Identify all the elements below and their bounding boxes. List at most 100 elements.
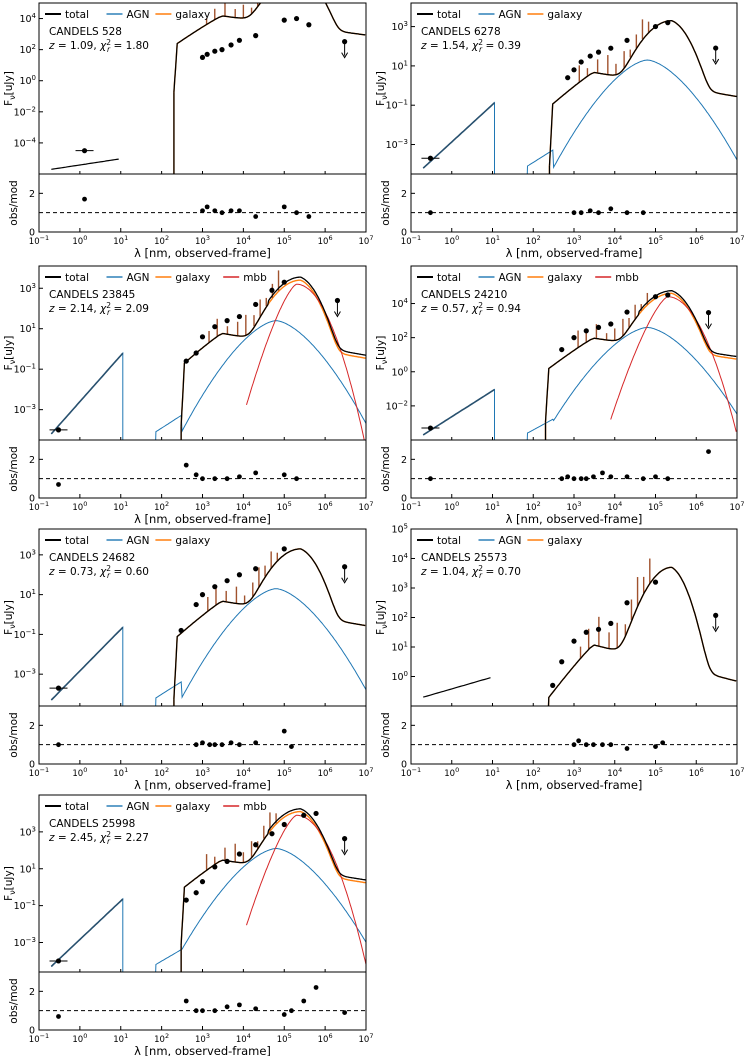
resid-point xyxy=(183,462,189,468)
resid-ylabel: obs/mod xyxy=(8,712,20,757)
resid-point xyxy=(583,742,589,748)
resid-point xyxy=(289,1008,294,1014)
resid-point xyxy=(587,208,593,214)
data-point xyxy=(193,350,199,356)
resid-ytick-label: 0 xyxy=(401,228,407,239)
xlabel: λ [nm, observed-frame] xyxy=(134,1044,271,1056)
resid-ytick-label: 2 xyxy=(401,455,407,466)
resid-ylabel: obs/mod xyxy=(380,446,392,491)
data-point xyxy=(578,59,584,65)
data-point xyxy=(342,564,348,570)
data-point xyxy=(608,620,614,627)
resid-point xyxy=(571,476,577,482)
data-point xyxy=(301,812,307,818)
resid-ytick-label: 0 xyxy=(401,494,407,505)
xtick-label: 106 xyxy=(318,766,333,779)
legend-label-AGN: AGN xyxy=(499,272,522,284)
data-point xyxy=(313,810,319,817)
legend-label-total: total xyxy=(437,535,461,547)
data-point xyxy=(55,958,62,964)
ytick-label: 103 xyxy=(19,282,36,295)
resid-point xyxy=(640,210,646,216)
resid-point xyxy=(665,476,671,482)
xtick-label: 100 xyxy=(444,500,459,513)
data-point xyxy=(212,864,218,870)
legend-label-galaxy: galaxy xyxy=(547,9,582,21)
total-curve xyxy=(173,3,366,93)
legend: total AGN galaxy mbb xyxy=(45,801,267,813)
legend-label-AGN: AGN xyxy=(127,272,150,284)
xtick-label: 100 xyxy=(444,766,459,779)
resid-ylabel: obs/mod xyxy=(8,180,20,225)
agn-curve xyxy=(422,388,495,440)
resid-ytick-label: 0 xyxy=(29,1026,35,1037)
xlabel: λ [nm, observed-frame] xyxy=(506,512,643,526)
plot-area xyxy=(423,558,737,706)
ytick-label: 10−2 xyxy=(14,105,36,118)
ytick-label: 100 xyxy=(391,670,408,683)
resid-ytick-label: 2 xyxy=(29,189,35,200)
data-point xyxy=(212,48,218,54)
panel-title: CANDELS 23845 xyxy=(49,289,135,301)
resid-area xyxy=(39,462,366,487)
data-point xyxy=(253,33,259,39)
data-point xyxy=(219,47,225,53)
legend: total AGN galaxy xyxy=(45,535,210,547)
resid-point xyxy=(706,449,711,454)
xtick-label: 107 xyxy=(359,766,374,779)
legend-label-galaxy: galaxy xyxy=(547,272,582,284)
upper-limit-arrow xyxy=(712,58,720,66)
total-curve xyxy=(544,290,737,423)
data-point xyxy=(665,20,671,26)
resid-point xyxy=(565,474,571,480)
resid-point xyxy=(600,742,605,748)
data-point xyxy=(224,858,230,864)
legend-label-galaxy: galaxy xyxy=(175,535,210,547)
data-point xyxy=(228,42,234,48)
resid-point xyxy=(428,476,433,482)
resid-frame xyxy=(38,971,367,1031)
resid-frame xyxy=(410,439,738,499)
legend-label-mbb: mbb xyxy=(243,272,267,284)
data-point xyxy=(193,890,199,896)
data-point xyxy=(587,53,593,59)
resid-point xyxy=(253,1006,259,1012)
legend-label-total: total xyxy=(65,535,89,547)
xtick-label: 107 xyxy=(730,766,745,779)
resid-point xyxy=(281,472,287,478)
data-point xyxy=(281,279,287,285)
resid-point xyxy=(200,1008,205,1014)
data-point xyxy=(281,546,287,552)
data-point xyxy=(224,318,230,324)
data-point xyxy=(559,346,565,353)
resid-point xyxy=(253,740,259,746)
ytick-label: 10−3 xyxy=(14,403,36,416)
xtick-label: 105 xyxy=(277,500,292,513)
resid-point xyxy=(212,208,218,214)
xtick-label: 100 xyxy=(72,234,87,247)
data-point xyxy=(199,879,206,885)
resid-point xyxy=(200,476,205,482)
panel-z-chi: z = 1.09, χ2 r = 1.80 xyxy=(48,38,149,54)
ytick-label: 103 xyxy=(391,20,408,33)
agn-curve xyxy=(155,588,366,706)
data-point xyxy=(652,579,659,585)
data-point xyxy=(608,45,614,51)
panel-z-chi: z = 1.04, χ2 r = 0.70 xyxy=(420,564,521,580)
panel-z-chi: z = 2.14, χ2 r = 2.09 xyxy=(48,301,149,317)
agn-curve xyxy=(50,897,124,972)
resid-point xyxy=(237,1002,242,1008)
resid-area xyxy=(411,738,737,751)
xtick-label: 100 xyxy=(72,500,87,513)
data-point xyxy=(665,292,671,298)
legend: total AGN galaxy xyxy=(45,9,210,21)
resid-point xyxy=(640,476,646,482)
xtick-label: 101 xyxy=(113,1032,128,1045)
plot-area xyxy=(49,808,366,972)
resid-point xyxy=(576,738,582,744)
resid-frame xyxy=(410,173,738,233)
resid-point xyxy=(301,998,307,1004)
legend-label-galaxy: galaxy xyxy=(175,801,210,813)
